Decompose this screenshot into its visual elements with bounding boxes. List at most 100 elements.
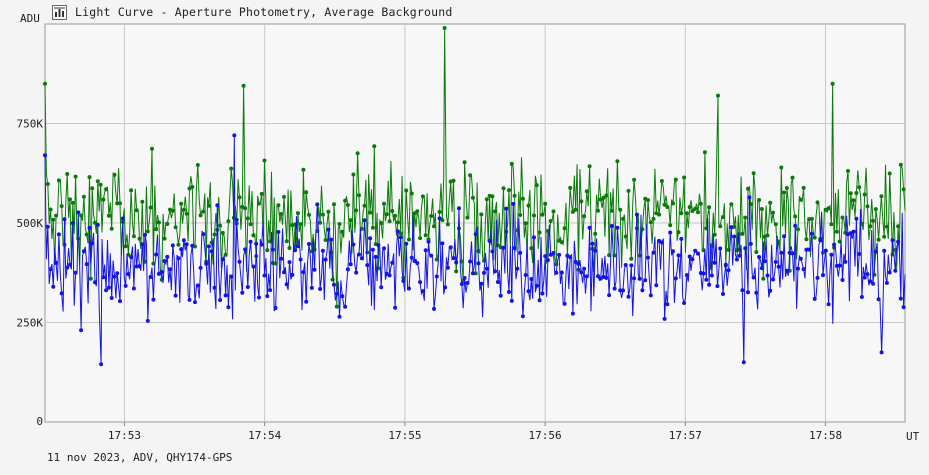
data-point-blue [332, 282, 336, 287]
data-point-green [357, 193, 361, 198]
data-point-blue [437, 216, 442, 221]
x-tick-label: 17:53 [108, 429, 141, 442]
data-point-blue [457, 206, 461, 211]
data-point-blue [393, 305, 398, 310]
data-point-green [70, 200, 75, 205]
chart-icon[interactable] [52, 4, 67, 20]
data-point-blue [696, 251, 700, 256]
data-point-green [148, 205, 153, 210]
data-point-blue [607, 293, 612, 298]
data-point-blue [676, 253, 681, 258]
data-point-green [509, 161, 514, 166]
data-point-green [604, 193, 609, 198]
data-point-green [707, 205, 712, 210]
data-point-blue [248, 239, 253, 244]
data-point-blue [143, 232, 147, 237]
data-point-blue [62, 217, 67, 222]
data-point-green [51, 217, 56, 222]
data-point-blue [54, 260, 59, 265]
data-point-blue [646, 255, 650, 260]
data-point-blue [732, 234, 737, 239]
data-point-green [526, 203, 531, 208]
data-point-green [390, 209, 395, 213]
series-blue [43, 133, 906, 367]
data-point-blue [304, 299, 309, 304]
y-axis-unit-label: ADU [20, 12, 40, 25]
data-point-green [129, 188, 134, 193]
data-point-blue [445, 265, 450, 270]
data-point-blue [859, 295, 864, 299]
data-point-green [343, 198, 348, 203]
data-point-blue [604, 275, 609, 280]
data-point-green [829, 222, 834, 227]
data-point-green [548, 219, 553, 223]
data-point-green [659, 179, 664, 183]
data-point-green [696, 210, 700, 215]
data-point-blue [721, 292, 725, 296]
data-point-blue [387, 273, 392, 278]
data-point-blue [251, 264, 256, 269]
data-point-green [854, 191, 859, 195]
data-point-green [773, 222, 778, 227]
data-point-blue [568, 255, 573, 260]
data-point-green [757, 198, 762, 202]
data-point-green [729, 202, 734, 207]
data-point-green [518, 213, 523, 217]
data-point-green [798, 197, 803, 202]
data-point-blue [79, 328, 84, 333]
data-point-blue [673, 276, 678, 281]
data-point-blue [462, 276, 467, 280]
data-point-blue [268, 288, 273, 293]
data-point-blue [551, 251, 556, 255]
data-point-blue [398, 235, 403, 240]
data-point-blue [273, 306, 278, 310]
data-point-green [93, 220, 97, 225]
data-point-blue [518, 250, 523, 255]
data-point-green [871, 218, 875, 223]
data-point-green [112, 172, 117, 177]
data-point-blue [832, 242, 837, 247]
data-point-green [671, 201, 675, 206]
data-point-green [721, 215, 725, 219]
data-point-blue [118, 299, 122, 304]
data-point-green [768, 200, 773, 205]
data-point-green [340, 229, 345, 234]
data-point-green [241, 83, 246, 88]
data-point-blue [693, 248, 698, 253]
data-point-blue [759, 266, 764, 271]
data-point-green [198, 213, 203, 218]
data-point-blue [826, 302, 831, 307]
data-point-green [265, 248, 270, 253]
data-point-blue [682, 301, 687, 305]
data-point-blue [195, 283, 200, 288]
data-point-blue [279, 256, 284, 261]
data-point-blue [504, 206, 509, 211]
data-point-blue [823, 248, 828, 253]
data-point-green [345, 203, 350, 207]
data-point-blue [623, 263, 628, 267]
data-point-green [702, 150, 707, 155]
data-point-blue [359, 256, 364, 261]
data-point-blue [890, 238, 895, 243]
data-point-green [801, 185, 806, 190]
data-point-green [623, 234, 628, 239]
data-point-blue [893, 268, 898, 273]
data-point-green [76, 236, 81, 241]
data-point-blue [87, 225, 92, 230]
data-point-green [882, 234, 887, 239]
data-point-green [857, 185, 862, 190]
data-point-green [454, 269, 459, 274]
data-point-green [134, 208, 139, 213]
data-point-green [746, 186, 750, 191]
data-point-green [618, 207, 623, 212]
data-point-blue [45, 224, 50, 229]
data-point-green [154, 227, 159, 232]
data-point-blue [301, 270, 306, 275]
data-point-blue [423, 248, 428, 253]
data-point-green [368, 210, 373, 215]
data-point-blue [723, 262, 728, 267]
data-point-green [507, 188, 511, 193]
data-point-blue [612, 286, 617, 291]
data-point-green [304, 190, 309, 195]
